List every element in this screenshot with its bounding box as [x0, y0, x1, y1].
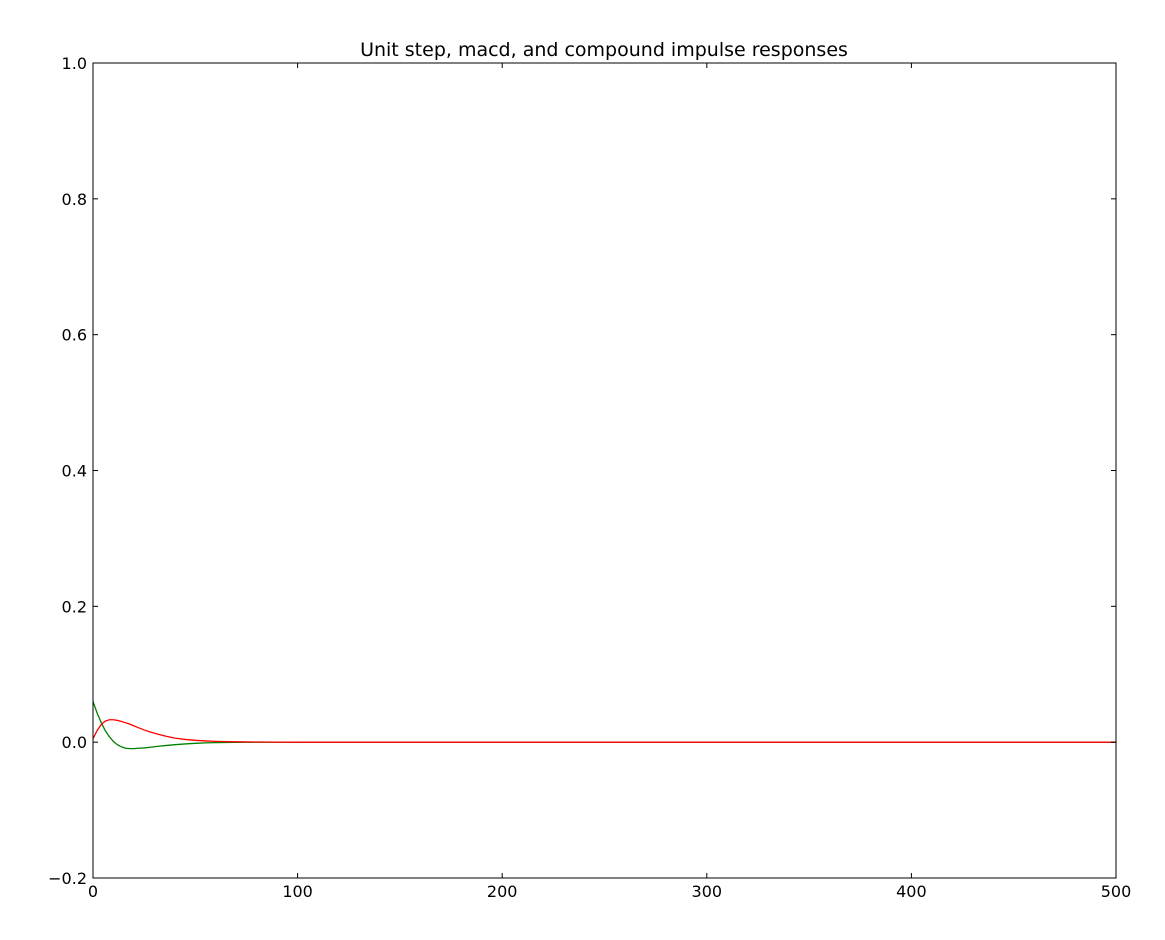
y-tick-label: −0.2 — [48, 869, 87, 888]
y-tick-label: 1.0 — [62, 54, 87, 73]
ticks-layer — [92, 62, 1117, 879]
x-tick-label: 300 — [692, 882, 723, 901]
chart-title: Unit step, macd, and compound impulse re… — [360, 39, 848, 61]
y-tick-label: 0.6 — [62, 326, 87, 345]
x-tick-label: 400 — [896, 882, 927, 901]
y-tick-label: 0.2 — [62, 597, 87, 616]
tick-labels-layer: 0 100 200 300 400 500 −0.2 0.0 0.2 0.4 0.6 0.8 1.0 — [48, 54, 1131, 901]
y-tick-label: 0.0 — [62, 733, 87, 752]
y-tick-label: 0.4 — [62, 462, 87, 481]
x-tick-label: 200 — [487, 882, 518, 901]
y-tick-label: 0.8 — [62, 190, 87, 209]
x-tick-label: 100 — [282, 882, 313, 901]
x-tick-label: 500 — [1101, 882, 1132, 901]
plot-frame — [92, 62, 1117, 879]
series-line-2 — [92, 719, 1116, 743]
x-tick-label: 0 — [88, 882, 98, 901]
series-layer — [92, 701, 1116, 750]
